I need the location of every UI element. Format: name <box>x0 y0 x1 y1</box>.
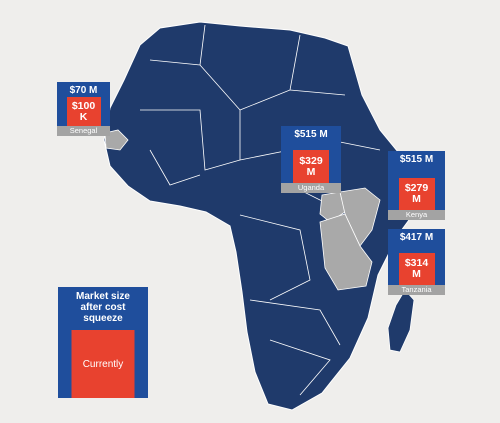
market-size: $515 M <box>294 129 328 140</box>
border <box>149 59 241 160</box>
country-label: Uganda <box>281 183 341 193</box>
callout: $70 M $100 K <box>57 82 110 127</box>
callout: $515 M $329 M <box>281 126 341 184</box>
legend-current: Currently <box>71 330 135 398</box>
border <box>140 109 291 171</box>
tanzania-shape <box>319 213 373 291</box>
border <box>199 24 206 66</box>
current-size: $100 K <box>66 97 101 127</box>
africa-landmass <box>103 21 437 411</box>
market-size: $417 M <box>399 232 434 243</box>
callout: $417 M $314 M <box>388 229 445 285</box>
border <box>269 339 331 396</box>
country-label: Senegal <box>57 126 110 136</box>
market-size: $515 M <box>399 154 434 165</box>
callout: $515 M $279 M <box>388 151 445 210</box>
border <box>239 214 311 301</box>
border <box>149 149 201 186</box>
border <box>289 89 346 96</box>
current-size: $329 M <box>293 150 329 184</box>
senegal-shape <box>104 129 129 151</box>
country-label: Tanzania <box>388 285 445 295</box>
market-size: $70 M <box>69 85 98 96</box>
madagascar <box>387 289 415 353</box>
border <box>249 299 341 346</box>
current-size: $314 M <box>398 253 435 285</box>
highlighted-countries <box>104 129 381 291</box>
country-label: Kenya <box>388 210 445 220</box>
legend-title: Market size after cost squeeze <box>76 291 130 324</box>
current-size: $279 M <box>398 178 435 210</box>
legend: Market size after cost squeeze Currently <box>58 287 148 398</box>
